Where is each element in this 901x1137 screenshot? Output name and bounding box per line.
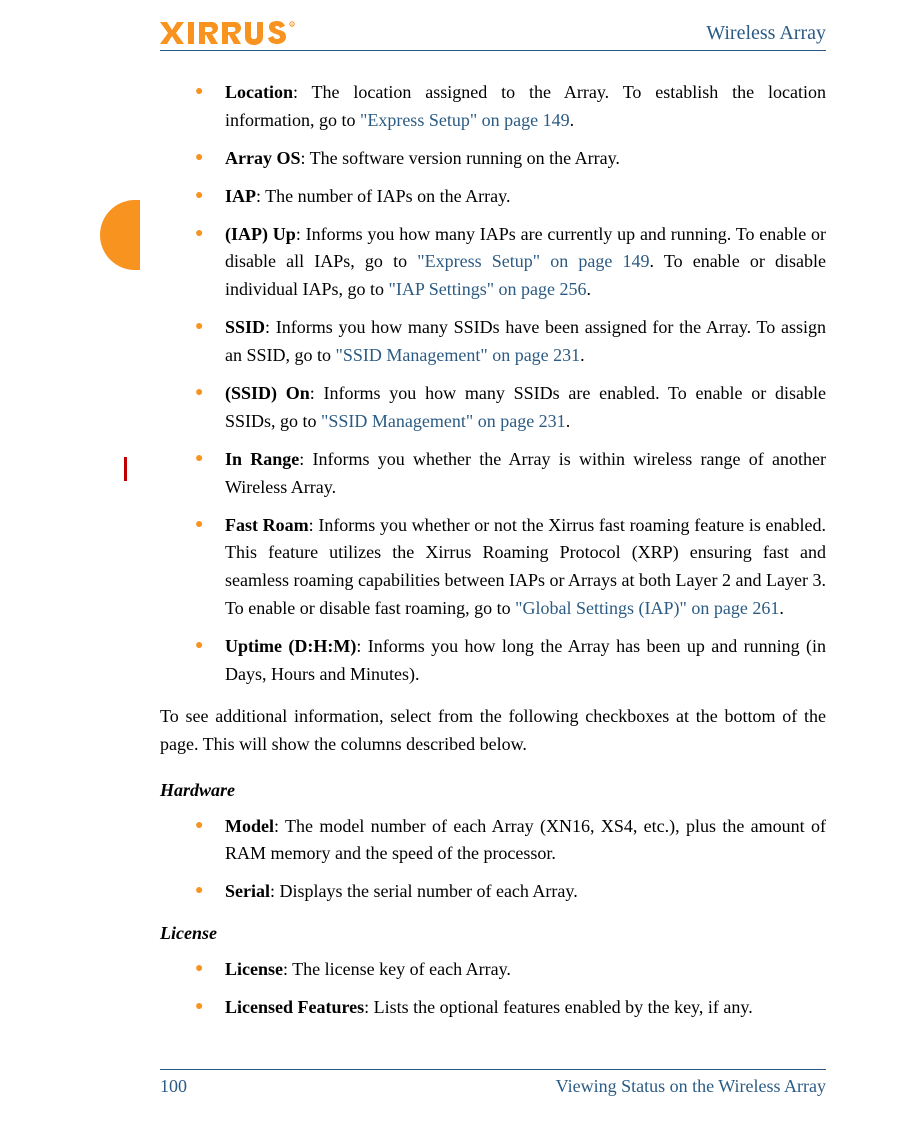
xirrus-logo-icon: R: [160, 20, 310, 46]
list-item: In Range: Informs you whether the Array …: [160, 446, 826, 502]
header-title: Wireless Array: [706, 22, 826, 45]
cross-ref-link[interactable]: "SSID Management" on page 231: [321, 411, 566, 431]
subheading: License: [160, 920, 826, 948]
list-item: IAP: The number of IAPs on the Array.: [160, 183, 826, 211]
list-item: (SSID) On: Informs you how many SSIDs ar…: [160, 380, 826, 436]
text: : The software version running on the Ar…: [301, 148, 620, 168]
page-number: 100: [160, 1076, 187, 1097]
term: License: [225, 959, 283, 979]
text: .: [570, 110, 575, 130]
text: .: [779, 598, 784, 618]
list-item: License: The license key of each Array.: [160, 956, 826, 984]
cross-ref-link[interactable]: "Global Settings (IAP)" on page 261: [515, 598, 779, 618]
term: Serial: [225, 881, 270, 901]
cross-ref-link[interactable]: "Express Setup" on page 149: [360, 110, 570, 130]
term: Array OS: [225, 148, 301, 168]
text: .: [566, 411, 571, 431]
page-header: R Wireless Array: [160, 20, 826, 51]
term: (IAP) Up: [225, 224, 296, 244]
text: : Informs you whether the Array is withi…: [225, 449, 826, 497]
list-item: Licensed Features: Lists the optional fe…: [160, 994, 826, 1022]
text: : The license key of each Array.: [283, 959, 511, 979]
cross-ref-link[interactable]: "IAP Settings" on page 256: [389, 279, 587, 299]
side-tab-decor: [100, 200, 140, 270]
info-paragraph: To see additional information, select fr…: [160, 703, 826, 759]
page-content: Location: The location assigned to the A…: [160, 79, 826, 1022]
footer-section: Viewing Status on the Wireless Array: [556, 1076, 826, 1097]
cross-ref-link[interactable]: "SSID Management" on page 231: [336, 345, 581, 365]
text: .: [580, 345, 585, 365]
main-bullet-list: Location: The location assigned to the A…: [160, 79, 826, 689]
list-item: Uptime (D:H:M): Informs you how long the…: [160, 633, 826, 689]
text: .: [587, 279, 592, 299]
sub-bullet-list: License: The license key of each Array.L…: [160, 956, 826, 1022]
text: : Lists the optional features enabled by…: [364, 997, 753, 1017]
term: (SSID) On: [225, 383, 310, 403]
term: Location: [225, 82, 293, 102]
revision-mark: [124, 457, 127, 481]
sections: Hardware Model: The model number of each …: [160, 777, 826, 1022]
list-item: Fast Roam: Informs you whether or not th…: [160, 512, 826, 624]
term: Fast Roam: [225, 515, 309, 535]
term: Model: [225, 816, 274, 836]
list-item: Array OS: The software version running o…: [160, 145, 826, 173]
cross-ref-link[interactable]: "Express Setup" on page 149: [417, 251, 649, 271]
list-item: Location: The location assigned to the A…: [160, 79, 826, 135]
list-item: Model: The model number of each Array (X…: [160, 813, 826, 869]
page-footer: 100 Viewing Status on the Wireless Array: [160, 1069, 826, 1097]
text: : The number of IAPs on the Array.: [256, 186, 510, 206]
brand-logo: R: [160, 20, 310, 46]
term: Uptime (D:H:M): [225, 636, 356, 656]
subheading: Hardware: [160, 777, 826, 805]
list-item: Serial: Displays the serial number of ea…: [160, 878, 826, 906]
term: In Range: [225, 449, 299, 469]
text: : Displays the serial number of each Arr…: [270, 881, 578, 901]
sub-bullet-list: Model: The model number of each Array (X…: [160, 813, 826, 907]
term: Licensed Features: [225, 997, 364, 1017]
term: IAP: [225, 186, 256, 206]
text: : The model number of each Array (XN16, …: [225, 816, 826, 864]
list-item: (IAP) Up: Informs you how many IAPs are …: [160, 221, 826, 305]
term: SSID: [225, 317, 265, 337]
page: R Wireless Array Location: The location …: [0, 0, 901, 1137]
list-item: SSID: Informs you how many SSIDs have be…: [160, 314, 826, 370]
